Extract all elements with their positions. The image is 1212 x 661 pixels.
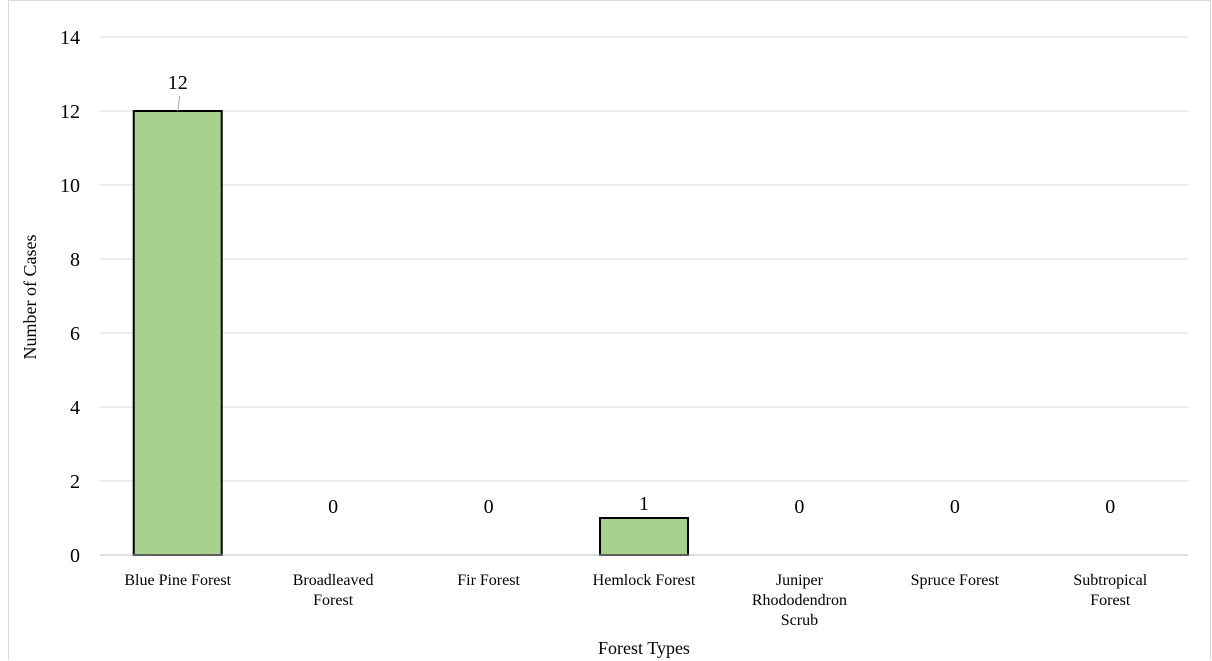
x-tick-label: Spruce Forest: [911, 572, 1000, 589]
bar: [599, 517, 689, 556]
x-tick-label-line: Hemlock Forest: [593, 572, 696, 589]
x-tick-label: Fir Forest: [457, 572, 520, 589]
x-tick-label-line: Juniper: [776, 572, 824, 589]
x-tick-label: Broadleaved Forest: [293, 572, 374, 609]
chart-frame: [8, 0, 1211, 660]
x-tick-label-line: Broadleaved: [293, 572, 374, 589]
x-tick-label-line: Subtropical: [1073, 572, 1147, 589]
bar: [132, 110, 223, 556]
x-axis-title: Forest Types: [598, 638, 690, 658]
x-tick-label: Subtropical Forest: [1073, 572, 1147, 609]
y-tick-label: 0: [70, 545, 80, 567]
data-label: 0: [950, 496, 960, 518]
data-label: 0: [328, 496, 338, 518]
y-tick-label: 12: [60, 101, 80, 123]
bars: [132, 110, 689, 556]
data-label: 0: [484, 496, 494, 518]
y-tick-label: 14: [60, 27, 80, 49]
x-tick-label-line: Rhododendron: [752, 592, 847, 609]
x-tick-label: Blue Pine Forest: [124, 572, 231, 589]
y-tick-label: 2: [70, 471, 80, 493]
gridlines: [100, 36, 1188, 482]
y-tick-label: 8: [70, 249, 80, 271]
data-label: 0: [794, 496, 804, 518]
x-tick-label: Hemlock Forest: [593, 572, 696, 589]
x-tick-label-line: Spruce Forest: [911, 572, 1000, 589]
data-label: 0: [1105, 496, 1115, 518]
x-tick-label-line: Forest: [1090, 592, 1131, 609]
x-tick-label-line: Scrub: [781, 612, 818, 629]
y-tick-label: 4: [70, 397, 80, 419]
x-tick-label: Juniper Rhododendron Scrub: [752, 572, 847, 629]
data-label-leader: [177, 95, 181, 112]
y-axis-title: Number of Cases: [20, 235, 40, 360]
data-label: 12: [168, 72, 188, 94]
x-tick-label-line: Fir Forest: [457, 572, 520, 589]
y-tick-label: 6: [70, 323, 80, 345]
x-tick-label-line: Forest: [313, 592, 354, 609]
data-label: 1: [639, 493, 649, 515]
x-tick-label-line: Blue Pine Forest: [124, 572, 231, 589]
y-tick-label: 10: [60, 175, 80, 197]
